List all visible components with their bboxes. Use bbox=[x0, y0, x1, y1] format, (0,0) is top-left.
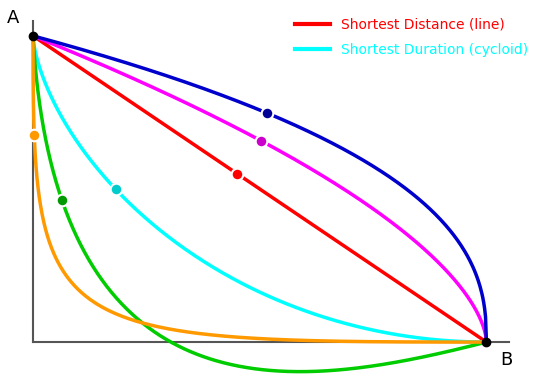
Point bbox=[58, 197, 66, 203]
Point bbox=[30, 131, 39, 137]
Text: B: B bbox=[500, 351, 512, 369]
Point bbox=[111, 186, 120, 192]
Point bbox=[257, 138, 266, 144]
Legend: Shortest Distance (line), Shortest Duration (cycloid): Shortest Distance (line), Shortest Durat… bbox=[290, 12, 534, 62]
Text: A: A bbox=[7, 9, 20, 27]
Point bbox=[263, 110, 272, 116]
Point bbox=[233, 170, 241, 177]
